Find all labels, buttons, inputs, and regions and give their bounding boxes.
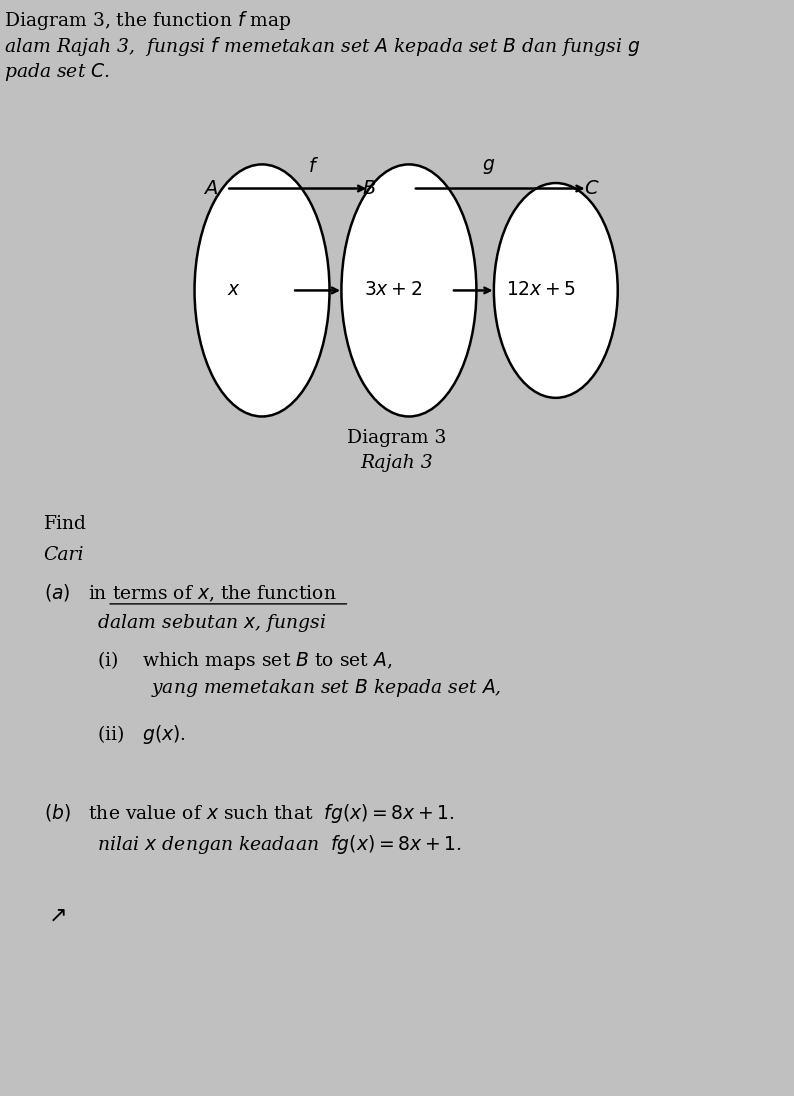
Text: dalam sebutan $x$, fungsi: dalam sebutan $x$, fungsi [44,612,326,633]
Text: $(a)$   in terms of $x$, the function: $(a)$ in terms of $x$, the function [44,583,337,604]
Text: Find: Find [44,515,87,533]
Text: $B$: $B$ [362,180,376,197]
Text: $g$: $g$ [482,157,495,176]
Text: $C$: $C$ [584,180,599,197]
Text: $12x + 5$: $12x + 5$ [507,282,576,299]
Text: Rajah 3: Rajah 3 [360,454,434,471]
Ellipse shape [195,164,330,416]
Ellipse shape [494,183,618,398]
Text: yang memetakan set $B$ kepada set $A$,: yang memetakan set $B$ kepada set $A$, [44,677,501,699]
Text: $f$: $f$ [308,157,319,176]
Text: Diagram 3, the function $f$ map: Diagram 3, the function $f$ map [4,9,291,32]
Text: (i)    which maps set $B$ to set $A$,: (i) which maps set $B$ to set $A$, [44,649,392,672]
Text: $\nearrow$: $\nearrow$ [44,904,66,926]
Text: Diagram 3: Diagram 3 [347,430,447,447]
Text: $(b)$   the value of $x$ such that  $fg(x) = 8x + 1$.: $(b)$ the value of $x$ such that $fg(x) … [44,802,455,825]
Text: (ii)   $g(x)$.: (ii) $g(x)$. [44,723,186,746]
Text: $x$: $x$ [227,282,241,299]
Text: alam Rajah 3,  fungsi $f$ memetakan set $A$ kepada set $B$ dan fungsi $g$: alam Rajah 3, fungsi $f$ memetakan set $… [4,35,641,58]
Ellipse shape [341,164,476,416]
Text: $A$: $A$ [203,180,218,197]
Text: pada set $C$.: pada set $C$. [4,61,110,83]
Text: nilai $x$ dengan keadaan  $fg(x) = 8x + 1$.: nilai $x$ dengan keadaan $fg(x) = 8x + 1… [44,833,461,856]
Text: Cari: Cari [44,546,84,563]
Text: $3x + 2$: $3x + 2$ [364,282,422,299]
